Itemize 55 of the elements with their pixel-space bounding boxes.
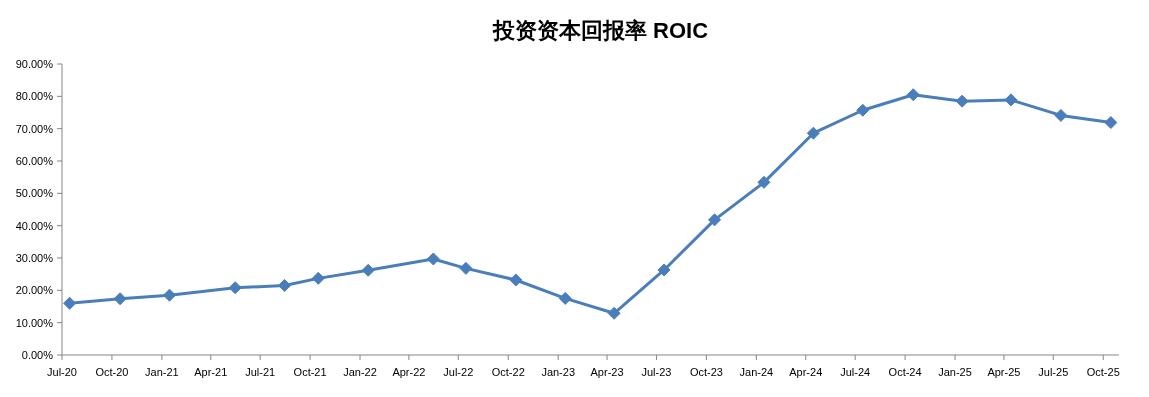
point <box>657 263 671 277</box>
point <box>906 88 920 102</box>
x-tick-label: Apr-21 <box>194 366 228 378</box>
x-tick-label: Oct-25 <box>1086 366 1120 378</box>
point <box>426 252 440 266</box>
x-tick-label: Jan-24 <box>739 366 774 378</box>
point <box>757 175 771 189</box>
point <box>509 273 523 287</box>
x-tick-label: Jan-22 <box>343 366 377 378</box>
x-tick-label: Apr-22 <box>392 366 426 378</box>
x-tick-label: Jan-23 <box>541 366 576 378</box>
point <box>558 291 572 305</box>
y-tick-label: 60.00% <box>15 155 54 167</box>
y-tick-label: 90.00% <box>15 58 54 70</box>
point <box>1104 116 1118 130</box>
x-tick-label: Jul-22 <box>443 366 474 378</box>
y-tick-label: 80.00% <box>15 90 54 103</box>
y-tick-label: 0.00% <box>21 349 54 361</box>
point <box>955 94 969 108</box>
y-tick-label: 10.00% <box>15 316 54 329</box>
point <box>311 271 325 285</box>
point <box>607 306 621 320</box>
y-tick-label: 30.00% <box>15 252 54 264</box>
y-tick-label: 40.00% <box>15 219 54 232</box>
chart-title: 投资资本回报率 ROIC <box>491 18 709 43</box>
point <box>1054 108 1068 122</box>
x-tick-label: Jul-24 <box>840 366 871 378</box>
point <box>708 213 722 227</box>
point <box>113 292 127 306</box>
x-tick-label: Jul-21 <box>245 366 276 378</box>
x-tick-label: Oct-22 <box>491 366 525 378</box>
x-tick-label: Oct-24 <box>888 366 922 378</box>
y-tick-label: 70.00% <box>15 122 54 135</box>
point <box>162 288 176 302</box>
x-tick-label: Oct-21 <box>293 366 327 378</box>
point <box>856 103 870 117</box>
point <box>1004 93 1018 107</box>
x-tick-label: Jul-25 <box>1038 366 1069 378</box>
x-tick-label: Oct-23 <box>689 366 723 378</box>
point <box>278 278 292 292</box>
x-tick-label: Jul-23 <box>641 366 672 378</box>
x-tick-label: Apr-25 <box>987 366 1021 378</box>
point <box>806 126 820 140</box>
x-tick-label: Apr-23 <box>590 366 624 378</box>
point <box>228 281 242 295</box>
point <box>361 263 375 277</box>
x-tick-label: Oct-20 <box>95 366 129 378</box>
x-tick-label: Jan-25 <box>938 366 972 378</box>
x-tick-label: Jan-21 <box>145 366 179 378</box>
y-tick-label: 50.00% <box>15 187 54 200</box>
y-tick-label: 20.00% <box>15 284 54 297</box>
point <box>63 296 77 310</box>
x-tick-label: Jul-20 <box>47 366 77 378</box>
point <box>459 261 473 275</box>
x-tick-label: Apr-24 <box>789 366 823 378</box>
